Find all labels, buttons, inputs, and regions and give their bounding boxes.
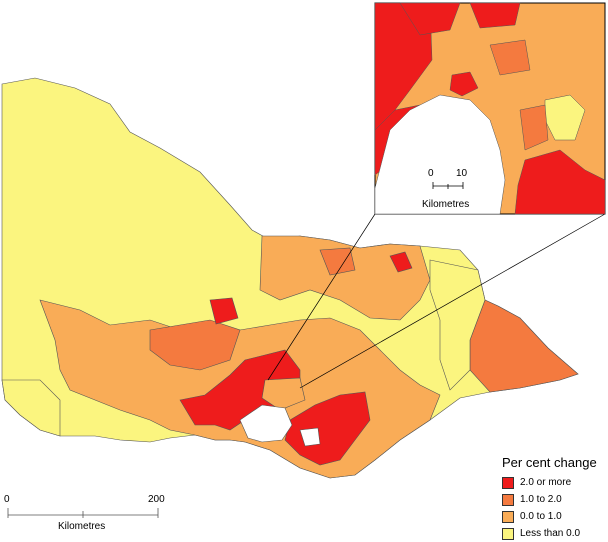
legend-item: 2.0 or more xyxy=(502,474,606,491)
region-metro-east-red xyxy=(284,391,371,466)
legend-item: Less than 0.0 xyxy=(502,525,606,542)
port-phillip-bay xyxy=(239,404,293,443)
region-north-orange xyxy=(259,235,431,321)
legend-label: 1.0 to 2.0 xyxy=(520,494,562,505)
inset-medium-1 xyxy=(489,39,531,76)
inset-medium-2 xyxy=(519,104,549,151)
main-scale-unit: Kilometres xyxy=(58,521,106,532)
legend-label: 2.0 or more xyxy=(520,477,572,488)
region-southwest-coast xyxy=(1,379,61,437)
region-bendigo-red xyxy=(209,297,239,325)
legend-item: 1.0 to 2.0 xyxy=(502,491,606,508)
region-metro-core xyxy=(261,377,306,411)
region-east-gippsland xyxy=(469,299,579,393)
inset-se-red xyxy=(514,149,606,215)
main-scale-start-label: 0 xyxy=(4,494,10,505)
legend-title: Per cent change xyxy=(502,455,597,470)
inset-ne-red xyxy=(469,2,521,29)
region-east-yellow xyxy=(429,259,486,391)
region-north-medium xyxy=(319,247,356,276)
western-port xyxy=(299,427,321,447)
inset-scale-end-label: 10 xyxy=(456,168,468,179)
inset-map xyxy=(374,2,606,215)
region-north-red xyxy=(389,251,413,273)
inset-scale-start-label: 0 xyxy=(428,168,434,179)
inset-bay xyxy=(374,94,506,215)
legend: Per cent change 2.0 or more 1.0 to 2.0 0… xyxy=(502,455,606,542)
legend-swatch xyxy=(502,510,514,523)
inset-north-red xyxy=(399,2,461,36)
legend-item: 0.0 to 1.0 xyxy=(502,508,606,525)
main-scale-end-label: 200 xyxy=(148,494,165,505)
region-central-west-orange xyxy=(149,319,241,371)
legend-label: Less than 0.0 xyxy=(520,528,581,539)
legend-label: 0.0 to 1.0 xyxy=(520,511,562,522)
leader-line-right xyxy=(299,213,606,389)
legend-swatch xyxy=(502,527,514,540)
leader-line-left xyxy=(267,213,376,381)
inset-core-red xyxy=(449,71,479,97)
legend-swatch xyxy=(502,476,514,489)
legend-swatch xyxy=(502,493,514,506)
inset-scale-unit: Kilometres xyxy=(422,199,470,210)
